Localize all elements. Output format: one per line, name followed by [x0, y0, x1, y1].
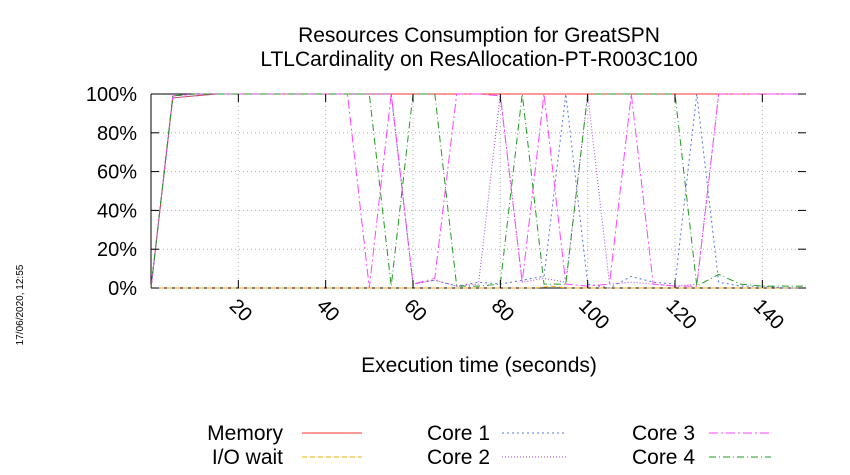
timestamp: 17/06/2020, 12:55 [15, 264, 26, 345]
x-axis-label: Execution time (seconds) [361, 354, 597, 377]
x-tick-label: 120 [661, 295, 700, 334]
y-tick-label: 100% [86, 84, 137, 106]
legend-label-memory: Memory [207, 422, 283, 445]
legend-label-core-1: Core 1 [427, 422, 490, 445]
y-tick-label: 20% [97, 239, 137, 261]
legend-label-core-3: Core 3 [632, 422, 695, 445]
chart-subtitle: LTLCardinality on ResAllocation-PT-R003C… [260, 48, 697, 71]
x-tick-label: 60 [399, 295, 430, 326]
x-tick-label: 20 [225, 295, 256, 326]
y-axis: 0% 20% 40% 60% 80% 100% [86, 84, 806, 300]
y-tick-label: 80% [97, 123, 137, 145]
y-tick-label: 40% [97, 200, 137, 222]
x-tick-label: 40 [312, 295, 343, 326]
chart-title: Resources Consumption for GreatSPN [298, 24, 660, 47]
x-tick-label: 80 [487, 295, 518, 326]
series-line-core-1 [150, 93, 806, 289]
legend-label-i-o-wait: I/O wait [212, 446, 283, 469]
x-axis: 20 40 60 80 100 120 140 [225, 94, 788, 334]
series-line-core-3 [150, 93, 806, 289]
legend-label-core-4: Core 4 [632, 446, 695, 469]
y-tick-label: 0% [108, 278, 137, 300]
grid [151, 93, 806, 289]
series-line-i-o-wait [151, 285, 806, 289]
series-line-core-4 [150, 93, 806, 289]
legend-label-core-2: Core 2 [427, 446, 490, 469]
series-lines [150, 93, 806, 289]
x-tick-label: 100 [574, 295, 613, 334]
x-tick-label: 140 [749, 295, 788, 334]
y-tick-label: 60% [97, 162, 137, 184]
